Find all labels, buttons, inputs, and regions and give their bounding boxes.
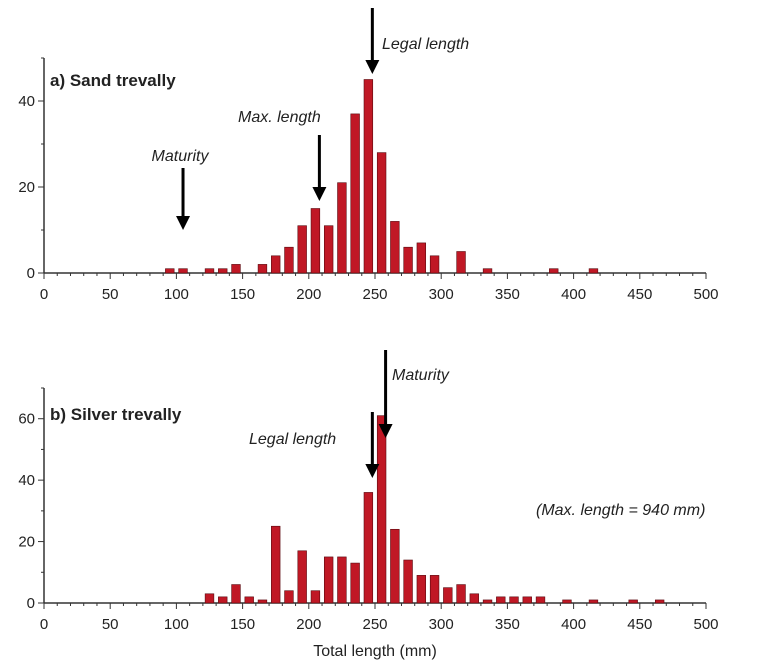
x-tick-label: 0: [40, 286, 48, 303]
bar: [376, 152, 387, 274]
bar: [323, 556, 334, 604]
bar: [390, 221, 400, 274]
bar: [271, 255, 281, 274]
bar: [482, 599, 493, 604]
x-tick-label: 50: [102, 616, 119, 633]
x-tick-label: 350: [495, 616, 520, 633]
bar: [376, 415, 387, 604]
bar: [363, 79, 374, 274]
bar: [403, 246, 413, 274]
y-tick-label: 40: [18, 93, 35, 110]
bar: [416, 575, 427, 604]
bar: [271, 525, 281, 604]
bar: [496, 596, 506, 604]
panel-title: b) Silver trevally: [50, 405, 182, 424]
bar: [284, 590, 294, 604]
annotation-label: Max. length: [238, 109, 321, 126]
bar: [204, 593, 215, 604]
bar: [323, 225, 334, 274]
x-tick-label: 200: [296, 286, 321, 303]
bar: [204, 268, 215, 274]
x-tick-label: 450: [627, 286, 652, 303]
annotation-label: Legal length: [382, 36, 469, 53]
x-tick-label: 400: [561, 616, 586, 633]
bar: [297, 550, 307, 604]
x-tick-label: 250: [362, 616, 387, 633]
bar: [337, 556, 347, 604]
bar: [482, 268, 493, 274]
annotation-arrow: [365, 412, 380, 478]
bar: [257, 599, 268, 604]
bar: [562, 599, 572, 604]
panel-sand-trevally: 0 50 100 150 200 250 300 350 400 450 500 0 20 40 a) Sa…: [18, 8, 719, 303]
bar: [443, 587, 453, 604]
bar: [218, 596, 228, 604]
bar: [429, 575, 440, 604]
bar: [522, 596, 532, 604]
bar: [350, 562, 360, 604]
annotation-arrow: [312, 135, 327, 201]
annotation-arrow: [378, 350, 393, 438]
bar: [297, 225, 307, 274]
bar: [456, 251, 466, 274]
x-tick-label: 50: [102, 286, 119, 303]
x-tick-label: 150: [230, 286, 255, 303]
bar: [165, 268, 175, 274]
bar: [218, 268, 228, 274]
bar: [390, 528, 400, 604]
bar: [456, 584, 466, 604]
bar: [231, 264, 241, 274]
y-tick-label: 20: [18, 179, 35, 196]
bar: [350, 113, 360, 274]
x-tick-label: 0: [40, 616, 48, 633]
x-tick-label: 500: [693, 616, 718, 633]
bar: [469, 593, 479, 604]
annotation-label: (Max. length = 940 mm): [536, 502, 705, 519]
bar: [363, 492, 374, 604]
annotation-label: Legal length: [249, 431, 336, 448]
y-tick-label: 40: [18, 472, 35, 489]
annotation-label: Maturity: [392, 367, 450, 384]
x-axis-label: Total length (mm): [313, 643, 437, 660]
bar: [416, 242, 427, 274]
panel-silver-trevally: 0 50 100 150 200 250 300 350 400 450 500 0 20 40 60 b) …: [18, 350, 719, 633]
y-tick-label: 0: [27, 595, 35, 612]
bar: [310, 590, 321, 604]
x-tick-label: 300: [429, 286, 454, 303]
y-tick-label: 20: [18, 534, 35, 551]
bar: [178, 268, 188, 274]
bar: [284, 246, 294, 274]
annotation-label: Maturity: [152, 148, 210, 165]
x-tick-label: 300: [429, 616, 454, 633]
bar: [588, 599, 599, 604]
x-tick-label: 450: [627, 616, 652, 633]
x-tick-label: 400: [561, 286, 586, 303]
bar: [244, 596, 254, 604]
bar: [429, 255, 440, 274]
bar: [535, 596, 546, 604]
bar: [231, 584, 241, 604]
x-tick-label: 150: [230, 616, 255, 633]
bar: [310, 208, 321, 274]
bar: [588, 268, 599, 274]
bar: [628, 599, 638, 604]
x-tick-label: 350: [495, 286, 520, 303]
bar: [654, 599, 665, 604]
x-tick-label: 100: [164, 286, 189, 303]
x-tick-label: 100: [164, 616, 189, 633]
y-tick-label: 60: [18, 411, 35, 428]
x-tick-label: 500: [693, 286, 718, 303]
x-tick-label: 200: [296, 616, 321, 633]
annotation-arrow: [176, 168, 191, 230]
annotation-arrow: [365, 8, 380, 74]
x-tick-label: 250: [362, 286, 387, 303]
bar: [337, 182, 347, 274]
bar: [403, 559, 413, 604]
y-tick-label: 0: [27, 265, 35, 282]
panel-title: a) Sand trevally: [50, 71, 176, 90]
bar: [509, 596, 519, 604]
bar: [257, 264, 268, 274]
bar: [549, 268, 559, 274]
